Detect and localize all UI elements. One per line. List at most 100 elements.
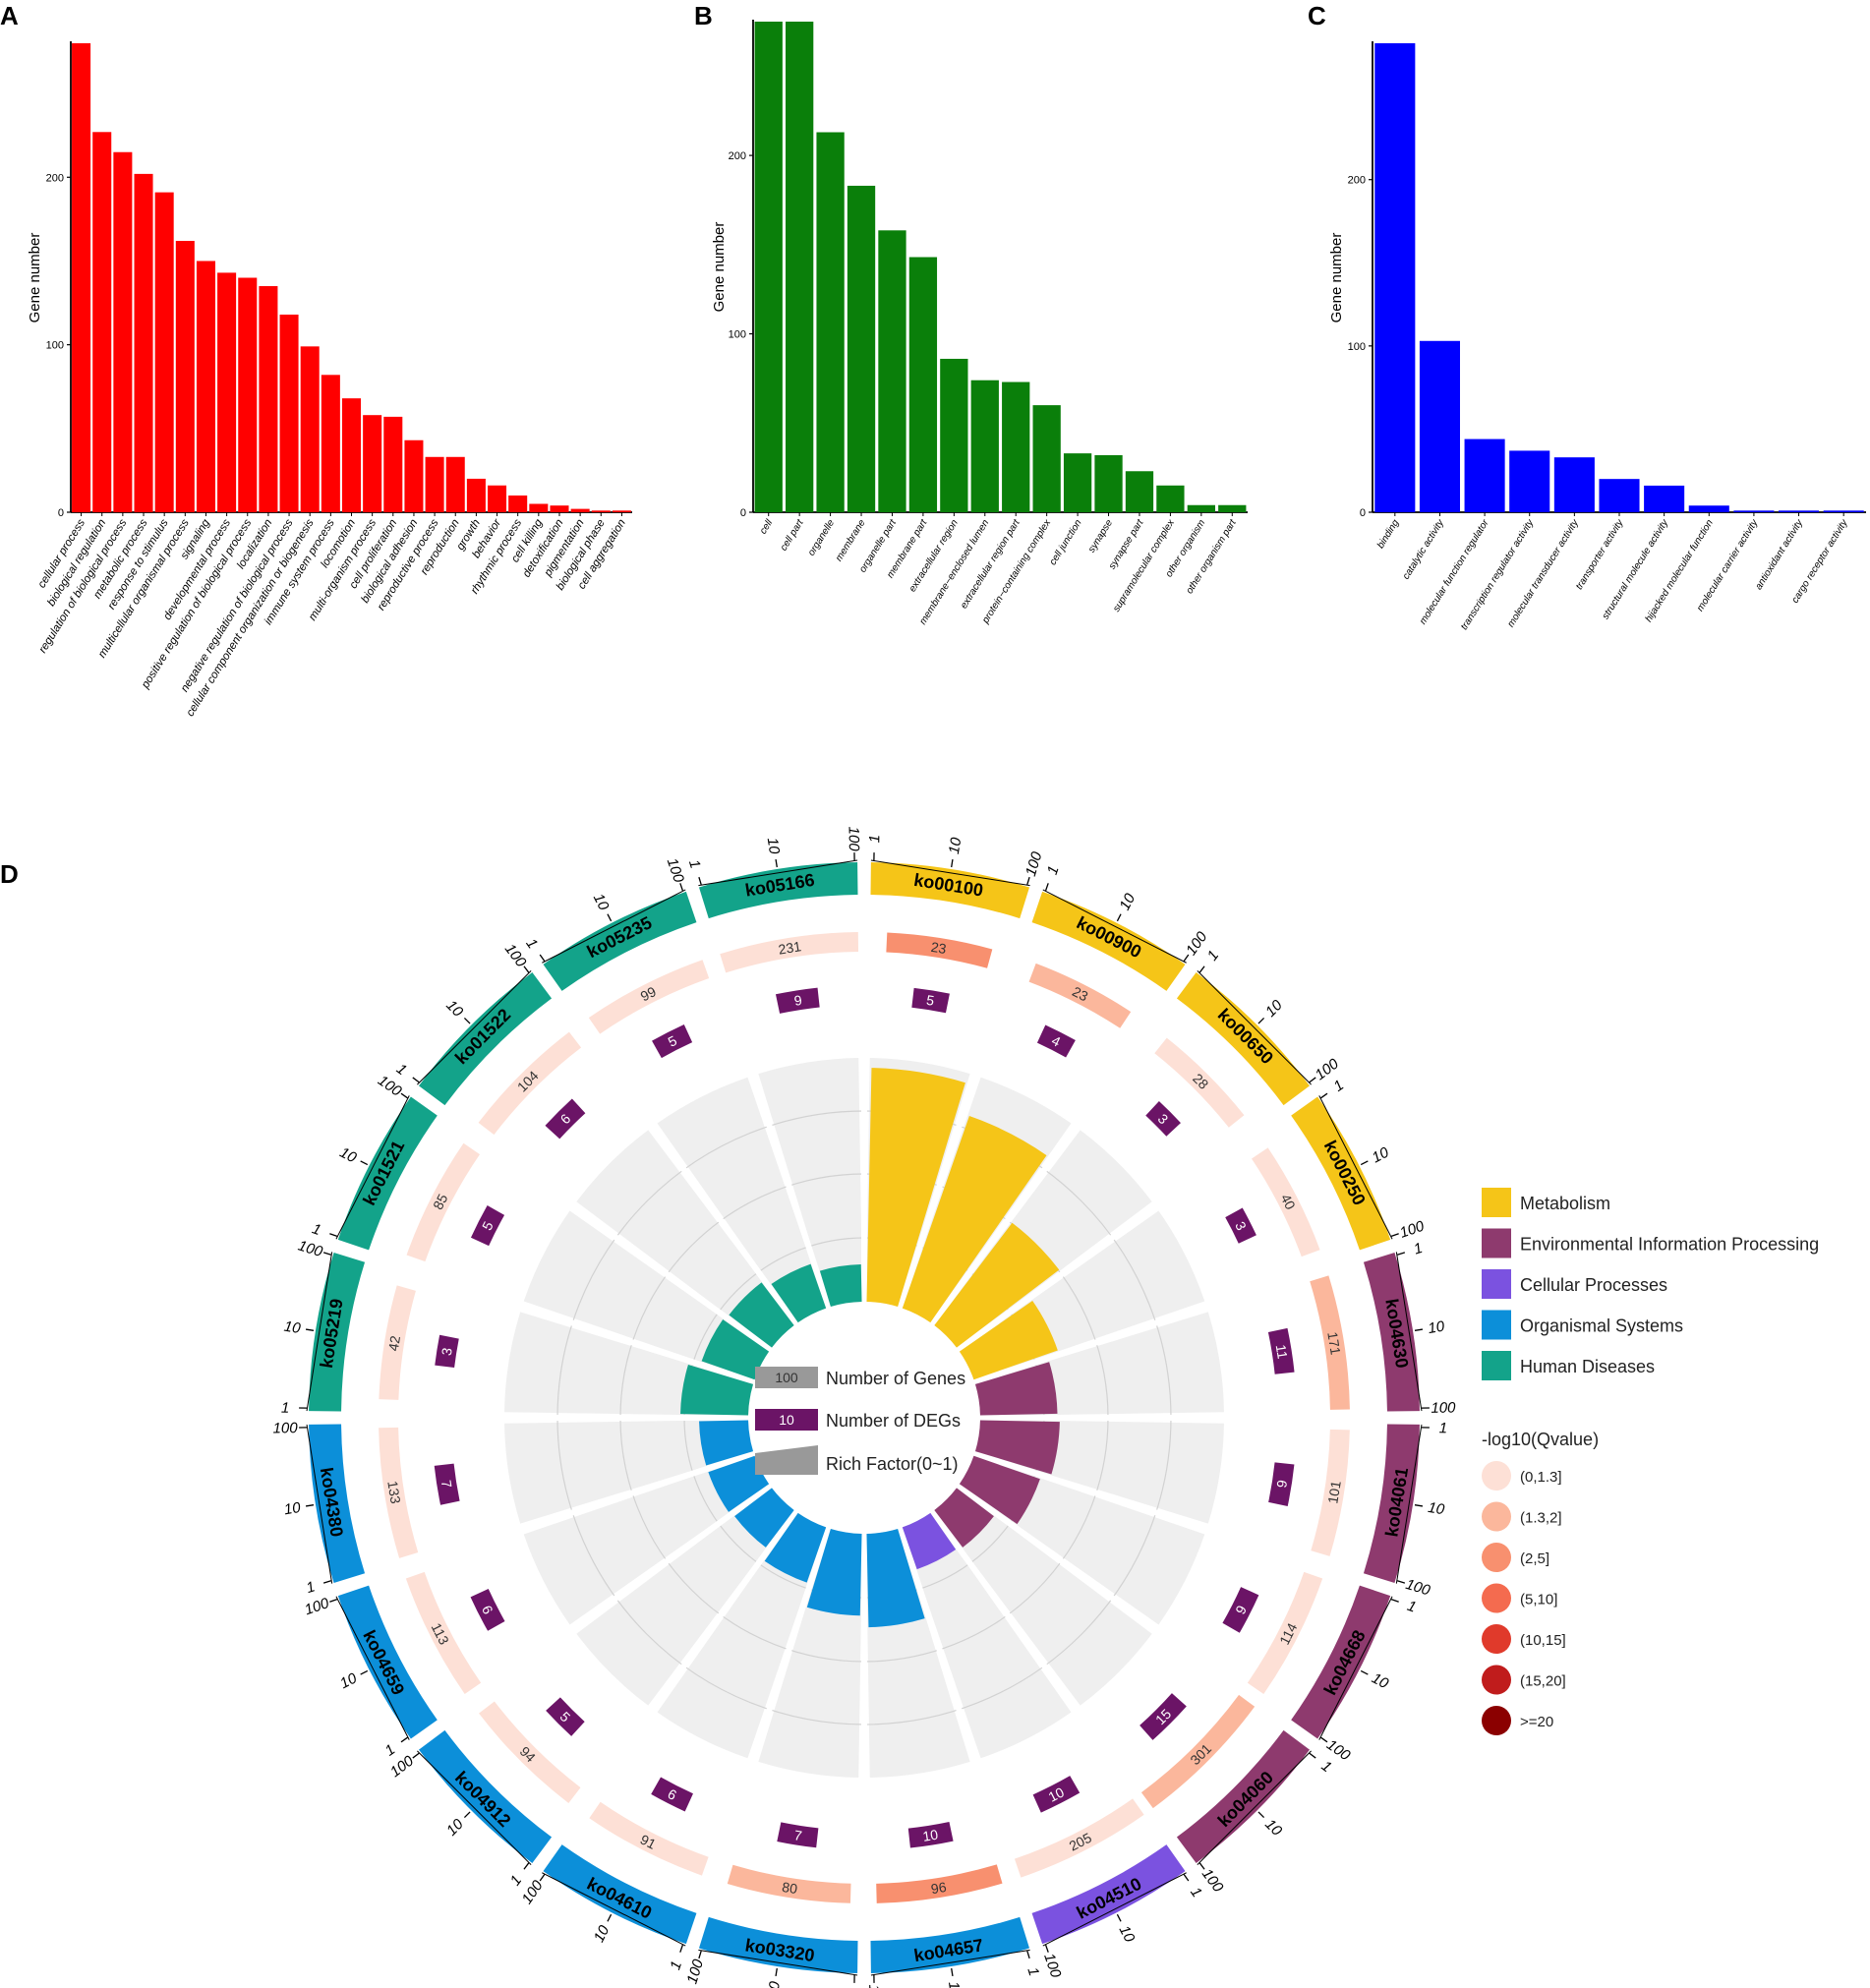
scale-tick-label: 10 [1427,1499,1446,1519]
scale-axis [1395,1424,1423,1584]
scale-tick-label: 1 [393,1061,410,1080]
scale-tick-label: 100 [664,856,687,886]
rich-factor-bar [764,1512,827,1583]
sector-background [758,1058,863,1308]
bar [786,22,814,512]
scale-tick [412,1077,420,1083]
scale-tick [1183,1874,1190,1882]
scale-tick [698,876,702,885]
bar [259,286,278,512]
deg-count-band [1267,1327,1295,1374]
bar [591,510,611,512]
gene-count-label: 133 [384,1480,403,1505]
gene-count-label: 40 [1278,1192,1299,1212]
scale-tick-label: 100 [865,1984,882,1988]
sector-background [657,1512,827,1759]
y-tick-label: 200 [729,150,746,162]
qvalue-swatch [1482,1461,1511,1491]
scale-tick [412,1752,420,1759]
y-axis-label: Gene number [27,233,43,323]
category-ring-segment [870,862,1030,919]
y-tick-label: 200 [46,172,64,184]
scale-tick-label: 1 [382,1741,399,1760]
scale-tick [322,1252,331,1256]
deg-count-band [1032,1776,1081,1813]
scale-tick-label: 10 [765,1980,785,1988]
deg-count-band [1225,1207,1256,1244]
rich-factor-bar [729,1282,794,1348]
scale-tick [951,858,954,868]
scale-tick-label: 100 [1404,1576,1433,1600]
scale-tick-label: 1 [1204,947,1223,964]
deg-count-band [777,1822,819,1848]
bar [612,510,631,512]
qvalue-swatch [1482,1665,1511,1695]
bar [1779,510,1820,512]
qvalue-bin-label: (15,20] [1520,1673,1566,1690]
center-legend: 100 Number of Genes 10 Number of DEGs Rich F… [755,1367,965,1475]
scale-axis [1042,889,1187,964]
bar [72,43,91,512]
scale-tick-label: 10 [1427,1318,1446,1338]
category-ring-segment [698,1916,858,1973]
scale-axis [306,1424,333,1584]
scale-tick [329,1233,338,1238]
qvalue-legend: -log10(Qvalue) (0,1.3] (1.3,2] (2,5] (5,10] (… [1482,1430,1599,1735]
y-axis-label: Gene number [1328,233,1345,323]
scale-tick [400,1092,408,1099]
bar [92,132,112,512]
category-label: catalytic activity [1401,517,1447,582]
deg-count-band [652,1023,693,1059]
bar-chart-b: B 0 100 200 Gene number cell cell part organell… [694,1,1248,626]
gene-count-band [479,1701,581,1803]
scale-tick [698,1951,702,1959]
scale-tick [1390,1233,1399,1238]
rich-factor-bar [866,1528,925,1628]
category-label: cell junction [1048,517,1084,567]
gene-count-label: 91 [638,1832,659,1852]
y-axis-label: Gene number [711,222,728,313]
category-label: organelle [806,517,837,557]
scale-tick-label: 1 [522,936,541,953]
gene-count-label: 85 [430,1192,450,1212]
rich-factor-bar [819,1263,862,1308]
scale-axis [698,1949,858,1976]
deg-count-label: 11 [1273,1343,1291,1360]
scale-tick [360,1669,369,1675]
deg-count-band [435,1334,459,1369]
category-ring-segment [418,1729,553,1864]
gene-count-band [589,1801,709,1876]
scale-tick [607,913,613,922]
scale-tick-label: 1 [1318,1758,1335,1777]
bar [363,415,382,512]
category-label: membrane [834,517,868,563]
category-label: supramolecular complex [1111,517,1177,614]
scale-tick [523,1862,530,1870]
category-swatch [1482,1188,1511,1217]
category-ring-segment [418,971,553,1106]
bar [341,398,362,512]
gene-count-band [405,1571,482,1694]
bar [1094,454,1123,512]
deg-count-label: 10 [1046,1783,1067,1804]
sector-separator [896,1525,979,1763]
category-label: cell part [779,517,807,554]
deg-count-label: 3 [438,1346,455,1356]
scale-tick-label: 100 [1431,1399,1456,1416]
scale-tick [1390,1598,1399,1603]
category-label: synapse [1086,517,1115,555]
sector-separator [569,1202,774,1354]
rich-factor-bar [934,1222,1060,1348]
y-tick-label: 0 [1360,507,1366,519]
category-label: binding [1375,517,1402,551]
gene-count-band [727,1864,851,1903]
y-tick-label: 0 [58,507,64,519]
scale-tick-label: 100 [1040,1951,1064,1980]
gene-count-band [379,1285,416,1400]
rich-factor-bar [902,1512,957,1570]
scale-tick-label: 10 [945,1980,964,1988]
qvalue-bin-label: (0,1.3] [1520,1469,1562,1486]
bar [196,261,215,512]
scale-tick [539,1874,546,1882]
scale-tick-label: 10 [764,837,784,856]
